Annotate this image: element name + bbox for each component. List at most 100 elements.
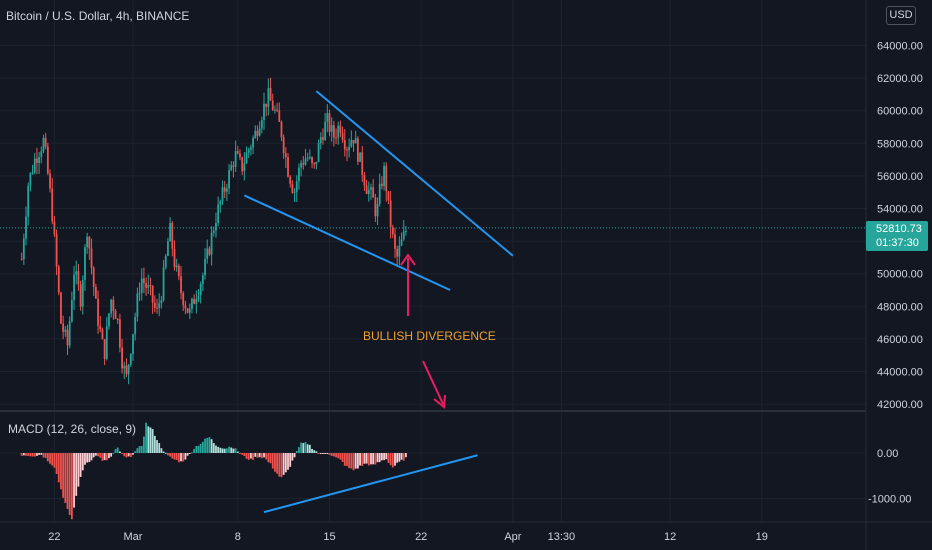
macd-bar-132 [308, 444, 311, 453]
macd-bar-128 [300, 442, 303, 453]
candle-61 [153, 295, 156, 313]
macd-bar-103 [245, 453, 248, 459]
macd-tick-label: 0.00 [877, 448, 898, 460]
candle-47 [123, 361, 126, 379]
candle-11 [44, 132, 47, 150]
macd-bar-12 [46, 453, 49, 462]
candle-80 [195, 290, 198, 314]
candle-164 [378, 173, 381, 207]
macd-bar-62 [156, 440, 158, 453]
grid [0, 0, 866, 522]
candle-65 [162, 259, 165, 302]
macd-bar-66 [164, 452, 167, 454]
currency-badge[interactable]: USD [886, 6, 916, 25]
candle-91 [219, 199, 222, 213]
annotation-label: BULLISH DIVERGENCE [363, 329, 496, 343]
macd-bar-69 [171, 453, 174, 459]
macd-bar-52 [134, 451, 137, 453]
macd-bar-171 [394, 453, 396, 466]
candle-9 [40, 146, 43, 164]
price-tick-label: 56000.00 [877, 171, 923, 183]
candle-2 [25, 206, 27, 246]
macd-bar-146 [339, 453, 342, 460]
candle-5 [31, 164, 34, 175]
candle-129 [302, 156, 305, 170]
macd-bar-138 [322, 453, 324, 454]
macd-bar-93 [223, 448, 226, 453]
macd-bar-38 [103, 453, 106, 461]
macd-bar-129 [302, 443, 305, 453]
macd-bar-50 [129, 453, 132, 457]
macd-bar-107 [254, 453, 257, 457]
candle-85 [206, 239, 209, 264]
macd-bar-160 [370, 453, 372, 465]
candle-59 [149, 277, 152, 296]
candle-72 [177, 263, 180, 281]
macd-bar-155 [359, 453, 361, 466]
candle-15 [53, 216, 56, 237]
price-tick-label: 44000.00 [877, 367, 923, 379]
macd-tick-label: -1000.00 [868, 494, 911, 506]
candle-112 [265, 103, 268, 117]
candle-145 [337, 121, 340, 145]
macd-bar-125 [293, 453, 296, 458]
macd-bar-58 [147, 426, 150, 453]
candle-34 [94, 283, 97, 299]
candle-136 [317, 139, 320, 163]
macd-bar-49 [127, 453, 130, 457]
candle-124 [291, 180, 294, 194]
time-tick-label: Mar [124, 531, 143, 543]
candle-133 [311, 156, 313, 169]
candle-167 [385, 162, 388, 202]
macd-axis[interactable]: 0.00 -1000.00 [868, 448, 911, 506]
upper-resistance[interactable] [315, 90, 514, 257]
time-tick-label: 12 [664, 531, 676, 543]
macd-bar-47 [123, 453, 126, 457]
time-axis[interactable]: 22 Mar 8 15 22 Apr 13:30 12 19 [48, 531, 768, 543]
macd-bar-144 [335, 453, 337, 458]
macd-bar-30 [86, 453, 89, 463]
candle-86 [208, 246, 211, 257]
macd-bar-35 [97, 453, 99, 457]
candle-95 [228, 164, 230, 195]
macd-bar-123 [289, 453, 292, 467]
lower-support[interactable] [243, 194, 451, 291]
chart-title: Bitcoin / U.S. Dollar, 4h, BINANCE [6, 9, 190, 23]
candle-151 [350, 130, 353, 148]
bar-countdown: 01:37:30 [876, 237, 919, 249]
macd-bar-27 [79, 453, 82, 477]
macd-bar-16 [55, 453, 58, 474]
macd-bar-109 [258, 453, 261, 458]
candle-166 [383, 161, 385, 191]
macd-bar-142 [330, 453, 333, 456]
macd-bar-99 [236, 451, 239, 453]
macd-divergence-line[interactable] [263, 454, 478, 514]
macd-bar-113 [267, 453, 270, 463]
time-tick-label: 19 [756, 531, 768, 543]
macd-bar-114 [269, 453, 272, 464]
candle-149 [346, 146, 348, 162]
macd-bar-121 [284, 453, 287, 473]
macd-bar-0 [20, 453, 23, 456]
time-tick-label: 15 [323, 531, 335, 543]
macd-bar-14 [51, 453, 54, 466]
macd-bar-120 [282, 453, 285, 475]
macd-bar-147 [341, 453, 344, 463]
candle-66 [164, 253, 167, 270]
candle-127 [298, 163, 300, 190]
macd-bar-72 [177, 453, 180, 463]
candle-152 [352, 139, 355, 152]
macd-bar-139 [324, 453, 327, 454]
macd-bar-148 [343, 453, 346, 466]
candle-51 [132, 333, 134, 361]
time-tick-label: Apr [504, 531, 521, 543]
macd-legend-title: MACD (12, 26, close, 9) [8, 422, 137, 436]
macd-bar-54 [138, 446, 141, 453]
macd-bar-64 [160, 448, 163, 453]
candle-122 [287, 153, 289, 178]
candle-55 [140, 268, 143, 301]
macd-bar-94 [225, 448, 228, 453]
candle-32 [90, 238, 93, 275]
price-tick-label: 50000.00 [877, 269, 923, 281]
